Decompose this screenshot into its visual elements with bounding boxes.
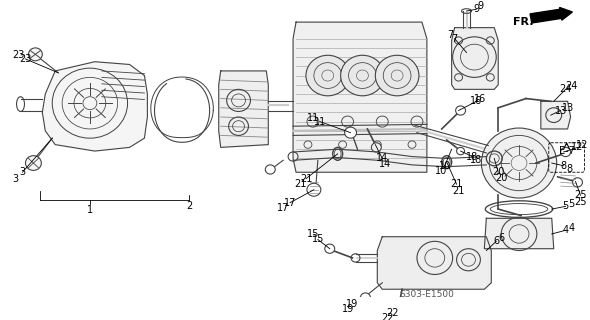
- Text: 20: 20: [495, 173, 507, 183]
- Text: 1: 1: [87, 205, 93, 215]
- Circle shape: [560, 148, 571, 156]
- Text: 8: 8: [560, 161, 567, 171]
- Circle shape: [391, 302, 403, 313]
- Circle shape: [307, 183, 321, 196]
- Circle shape: [481, 128, 557, 198]
- Text: 23: 23: [19, 54, 32, 64]
- Text: 24: 24: [559, 84, 572, 94]
- Text: 11: 11: [314, 116, 326, 127]
- Text: 16: 16: [474, 93, 487, 104]
- Circle shape: [28, 48, 42, 61]
- Text: 14: 14: [379, 159, 391, 169]
- Circle shape: [572, 178, 582, 187]
- Text: 3: 3: [19, 167, 25, 177]
- Text: 5: 5: [568, 199, 575, 209]
- Circle shape: [345, 127, 356, 138]
- Circle shape: [340, 55, 384, 96]
- Text: 5: 5: [562, 201, 569, 211]
- Text: FR.: FR.: [513, 17, 533, 27]
- Polygon shape: [42, 62, 148, 151]
- Circle shape: [306, 55, 349, 96]
- Polygon shape: [484, 218, 554, 249]
- Text: 4: 4: [569, 222, 575, 233]
- Text: 24: 24: [565, 81, 578, 91]
- Circle shape: [360, 293, 371, 302]
- Text: 25: 25: [574, 197, 586, 207]
- Text: 18: 18: [466, 152, 478, 162]
- Circle shape: [324, 244, 335, 253]
- Text: 21: 21: [300, 174, 312, 184]
- FancyArrow shape: [530, 7, 572, 23]
- Text: 8: 8: [566, 164, 573, 173]
- Circle shape: [455, 106, 466, 115]
- Text: 18: 18: [470, 155, 483, 165]
- Text: 6: 6: [493, 236, 499, 246]
- Polygon shape: [378, 237, 491, 289]
- Text: 7: 7: [448, 30, 454, 40]
- Text: 15: 15: [307, 229, 319, 239]
- Circle shape: [266, 165, 275, 174]
- Text: 3: 3: [12, 174, 19, 184]
- Polygon shape: [451, 28, 498, 89]
- Polygon shape: [219, 71, 268, 148]
- Text: 15: 15: [312, 235, 324, 244]
- Circle shape: [457, 148, 464, 155]
- Text: E-7: E-7: [559, 146, 575, 156]
- Text: 21: 21: [294, 179, 306, 189]
- Text: 21: 21: [453, 186, 465, 196]
- Text: 9: 9: [473, 4, 480, 14]
- Text: 11: 11: [307, 113, 319, 123]
- Polygon shape: [541, 101, 571, 129]
- Text: 17: 17: [277, 203, 289, 213]
- Text: 23: 23: [12, 50, 25, 60]
- Circle shape: [25, 156, 41, 171]
- Text: S303-E1500: S303-E1500: [399, 290, 454, 299]
- Text: 10: 10: [438, 161, 451, 171]
- Text: 13: 13: [555, 106, 567, 116]
- Text: 13: 13: [562, 103, 573, 113]
- Text: 12: 12: [571, 142, 584, 152]
- Text: 10: 10: [435, 166, 447, 176]
- Text: 19: 19: [346, 299, 359, 309]
- Text: 6: 6: [498, 233, 504, 243]
- Text: 2: 2: [186, 201, 192, 211]
- Text: 16: 16: [470, 96, 483, 106]
- Text: 20: 20: [492, 167, 504, 177]
- Text: 22: 22: [386, 308, 398, 318]
- Text: 22: 22: [381, 313, 394, 320]
- Text: 9: 9: [477, 2, 483, 12]
- Text: 21: 21: [450, 179, 463, 189]
- Text: 12: 12: [576, 140, 589, 150]
- Text: 14: 14: [376, 153, 388, 164]
- Circle shape: [371, 143, 381, 152]
- Text: 7: 7: [451, 34, 458, 44]
- Text: 25: 25: [574, 190, 586, 200]
- Text: 17: 17: [284, 198, 296, 208]
- Text: 4: 4: [562, 225, 569, 235]
- Polygon shape: [293, 22, 427, 172]
- Text: 19: 19: [342, 305, 353, 315]
- Circle shape: [375, 55, 419, 96]
